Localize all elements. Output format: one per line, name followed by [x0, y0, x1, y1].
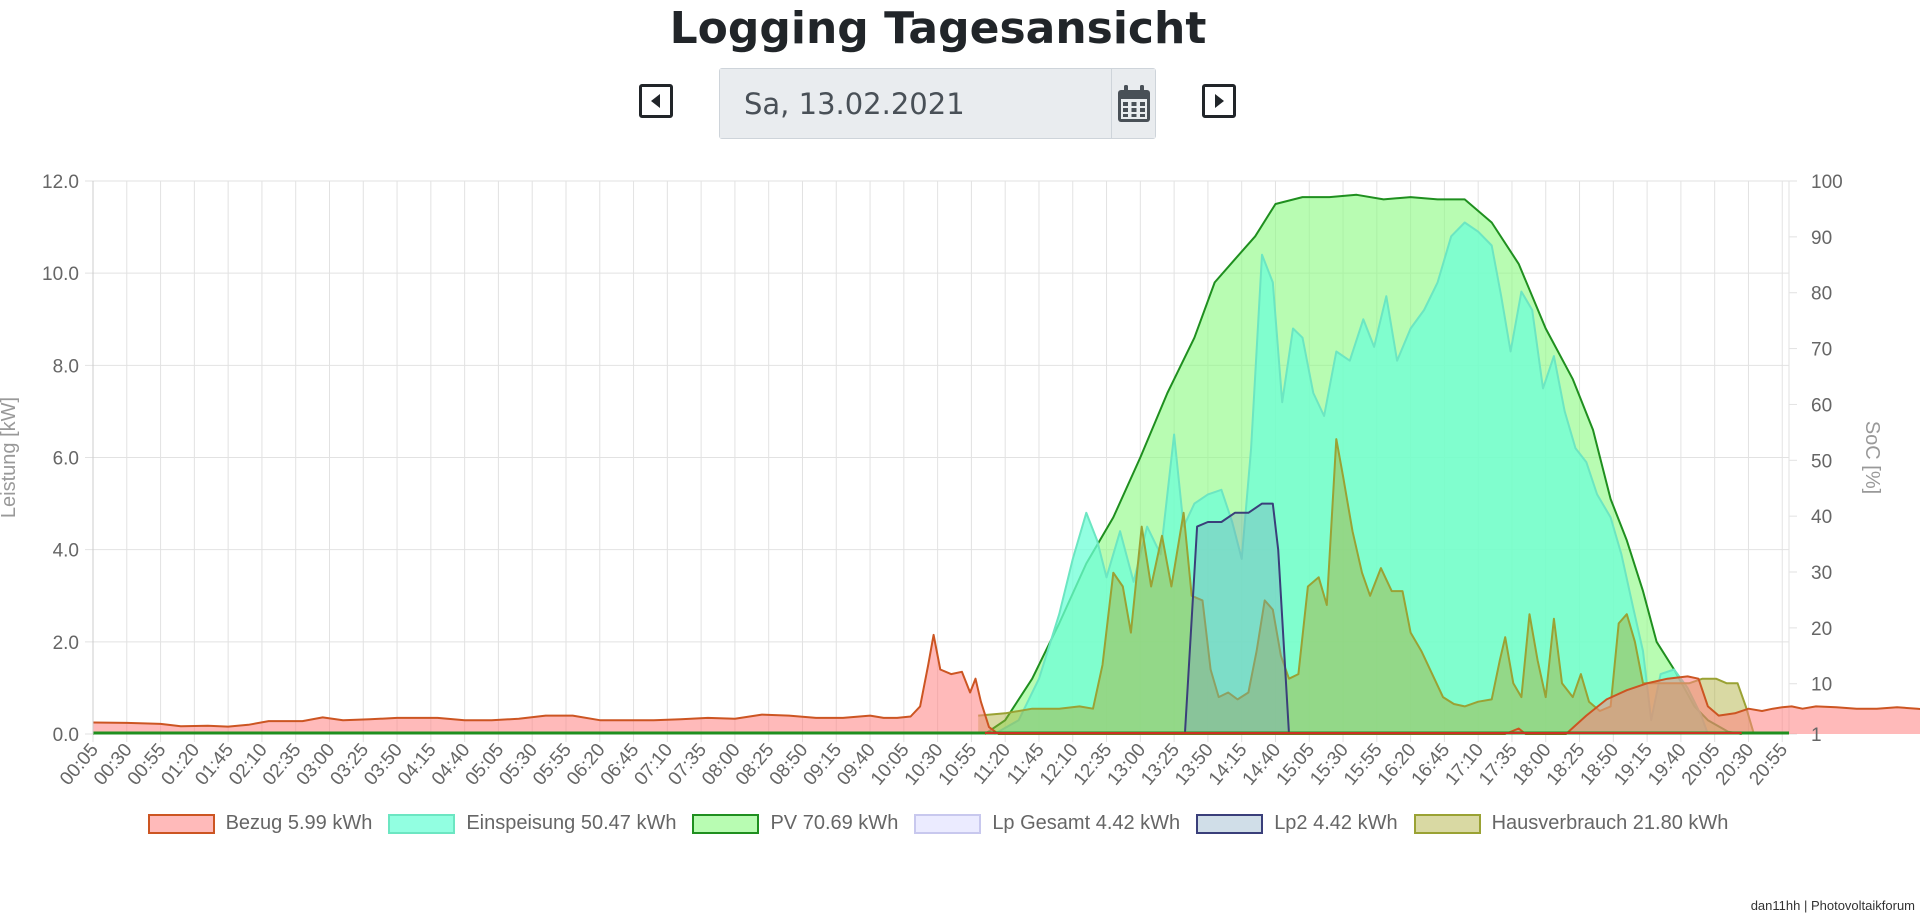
series-line-pv [984, 193, 1742, 735]
y-tick-label: 6.0 [53, 449, 79, 470]
series-line-lp2 [1183, 502, 1290, 735]
date-picker [719, 68, 1156, 139]
chart-series [92, 193, 1920, 735]
legend-item[interactable]: PV 70.69 kWh [692, 812, 898, 835]
caret-right-icon [1215, 94, 1224, 108]
legend-item[interactable]: Einspeisung 50.47 kWh [388, 812, 676, 835]
series-line-hausverbrauch [978, 438, 1755, 735]
chart-legend: Bezug 5.99 kWh Einspeisung 50.47 kWh PV 70… [0, 812, 1876, 835]
power-chart: 00:0500:3000:5501:2001:4502:1002:3503:00… [0, 172, 1920, 790]
legend-item[interactable]: Bezug 5.99 kWh [147, 812, 373, 835]
y-tick-label: 0.0 [53, 725, 79, 746]
y2-tick-label: 80 [1811, 284, 1832, 305]
legend-item[interactable]: Lp Gesamt 4.42 kWh [914, 812, 1180, 835]
calendar-button[interactable] [1111, 69, 1155, 138]
y-axis-title: Leistung [kW] [0, 397, 20, 518]
x-tick-label: 10:55 [935, 740, 982, 790]
legend-swatch [147, 813, 215, 834]
legend-swatch [914, 813, 982, 834]
series-line-einspeisung [993, 221, 1709, 735]
y2-tick-label: 40 [1811, 507, 1832, 528]
y2-tick-label: 1 [1811, 725, 1822, 746]
y2-tick-label: 50 [1811, 451, 1832, 472]
x-tick-label: 20:55 [1745, 740, 1792, 790]
footer-credit: dan11hh | Photovoltaikforum [1750, 898, 1915, 913]
page-title: Logging Tagesansicht [669, 3, 1207, 54]
y-tick-label: 8.0 [53, 356, 79, 377]
legend-item[interactable]: Hausverbrauch 21.80 kWh [1413, 812, 1729, 835]
y-tick-label: 4.0 [53, 541, 79, 562]
calendar-icon [1117, 84, 1150, 122]
next-day-button[interactable] [1202, 84, 1236, 118]
y2-axis-title: SoC [%] [1861, 421, 1883, 494]
y-tick-label: 2.0 [53, 633, 79, 654]
caret-left-icon [651, 94, 660, 108]
legend-swatch [1196, 813, 1264, 834]
x-tick-label: 11:20 [969, 740, 1015, 789]
y2-tick-label: 60 [1811, 395, 1832, 416]
legend-item[interactable]: Lp2 4.42 kWh [1196, 812, 1398, 835]
legend-swatch [692, 813, 760, 834]
series-line-bezug [92, 633, 1920, 735]
y-tick-label: 10.0 [42, 264, 79, 285]
legend-label: Lp Gesamt 4.42 kWh [992, 812, 1181, 834]
y2-tick-label: 10 [1811, 675, 1832, 696]
date-input[interactable] [720, 69, 1111, 138]
legend-label: Einspeisung 50.47 kWh [466, 812, 677, 834]
y2-tick-label: 30 [1811, 563, 1832, 584]
y2-tick-label: 70 [1811, 340, 1832, 361]
legend-label: Bezug 5.99 kWh [225, 812, 373, 834]
prev-day-button[interactable] [639, 84, 673, 118]
legend-label: Hausverbrauch 21.80 kWh [1491, 812, 1729, 834]
y2-tick-label: 20 [1811, 619, 1832, 640]
legend-swatch [388, 813, 456, 834]
y-tick-label: 12.0 [42, 172, 79, 193]
y2-tick-label: 90 [1811, 228, 1832, 249]
legend-label: Lp2 4.42 kWh [1274, 812, 1398, 834]
series-area-lp2 [1184, 503, 1289, 734]
series-area-einspeisung [994, 222, 1708, 734]
legend-swatch [1413, 813, 1481, 834]
y2-tick-label: 100 [1811, 172, 1843, 193]
legend-label: PV 70.69 kWh [770, 812, 899, 834]
series-area-bezug [93, 634, 1920, 734]
